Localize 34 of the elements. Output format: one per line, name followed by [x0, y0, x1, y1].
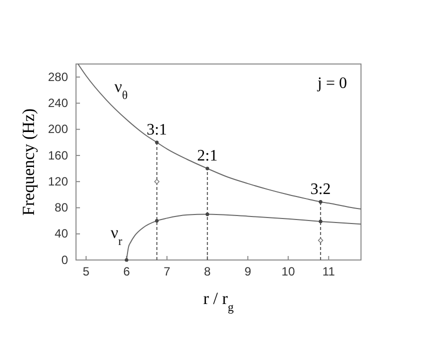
y-tick-label: 200	[48, 122, 68, 136]
x-tick-label: 10	[282, 264, 296, 279]
x-tick-label: 8	[204, 264, 212, 279]
point	[318, 220, 322, 224]
annotation: j = 0	[316, 75, 347, 92]
point	[155, 140, 159, 144]
x-tick-label: 9	[244, 264, 252, 279]
annotation: 2:1	[197, 148, 218, 165]
point	[318, 238, 324, 243]
x-axis-title: r / r$_{g}$	[203, 289, 234, 314]
annotation: 3:2	[310, 180, 331, 198]
y-axis-title: Frequency (Hz)	[19, 108, 38, 216]
point	[155, 219, 159, 223]
y-tick-label: 0	[61, 252, 68, 267]
y-tick-label: 240	[48, 96, 68, 110]
point	[318, 200, 322, 204]
x-tick-label: 5	[82, 264, 90, 279]
y-tick-label: 80	[54, 200, 68, 215]
line-series	[126, 214, 362, 260]
y-tick-label: 160	[48, 148, 68, 162]
series-label: ν$_{θ}$	[114, 76, 128, 102]
y-tick-label: 280	[48, 70, 68, 84]
point	[206, 212, 210, 216]
point	[206, 166, 210, 170]
x-tick-label: 6	[123, 264, 130, 279]
y-tick-label: 120	[48, 174, 68, 188]
annotation: 3:1	[146, 121, 168, 138]
series-label: ν$_{r}$	[110, 222, 122, 248]
x-tick-label: 7	[164, 264, 171, 279]
x-tick-label: 11	[322, 264, 336, 279]
point	[154, 179, 160, 184]
point	[124, 258, 128, 262]
y-tick-label: 40	[54, 226, 68, 241]
line-series	[78, 64, 362, 210]
